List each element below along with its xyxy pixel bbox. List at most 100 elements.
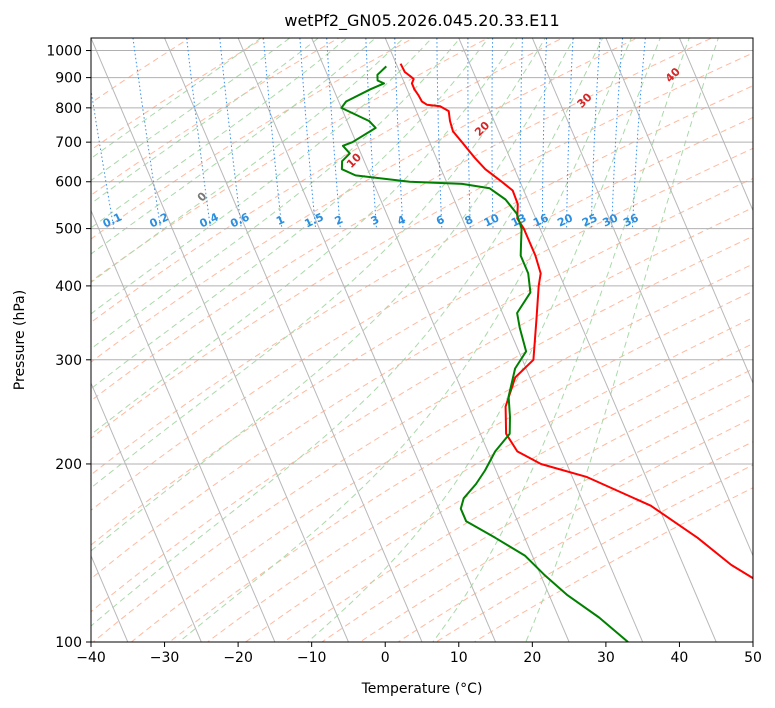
isotherm-line	[91, 381, 202, 642]
mixing-ratio-line	[491, 38, 494, 229]
dry-adiabats	[91, 38, 753, 642]
isobars	[91, 50, 753, 642]
dry-adiabat-line	[91, 177, 753, 580]
dry-adiabat-line	[359, 417, 753, 642]
mixing-ratio-lines	[91, 38, 646, 229]
profile-series	[340, 63, 753, 642]
isotherm-line	[0, 26, 66, 669]
moist-adiabats	[91, 38, 719, 642]
isotherm-line	[91, 209, 276, 642]
mixing-ratio-line	[132, 38, 162, 229]
dry-adiabat-line	[91, 38, 266, 151]
dry-adiabat-line	[91, 147, 753, 546]
dry-adiabat-line	[473, 487, 753, 642]
moist-adiabat-line	[91, 38, 405, 284]
mixing-ratio-label: 0.1	[101, 210, 124, 230]
x-tick-label: 40	[671, 650, 689, 666]
dry-adiabat-line	[91, 85, 753, 476]
y-tick-label: 1000	[46, 44, 82, 60]
mixing-ratio-line	[590, 38, 601, 229]
mixing-ratio-label: 30	[601, 211, 621, 229]
dry-adiabat-line	[91, 38, 639, 363]
moist-adiabat-label: 40	[663, 65, 683, 85]
moist-adiabat-line	[91, 38, 490, 390]
plot-area: 0.10.20.40.611.52346810131620253036-100-…	[0, 26, 753, 669]
mixing-ratio-label: 0.6	[228, 210, 251, 230]
mixing-ratio-line	[299, 38, 317, 229]
isotherm-line	[384, 38, 644, 642]
isotherm-line	[531, 38, 753, 557]
mixing-ratio-line	[467, 38, 471, 229]
dry-adiabat-line	[321, 393, 753, 642]
x-axis-label: Temperature (°C)	[361, 681, 483, 697]
dry-adiabat-line	[206, 317, 753, 642]
isotherm-line	[311, 38, 570, 642]
mixing-ratio-label: 0.4	[197, 210, 220, 230]
isotherm-line	[752, 38, 753, 40]
moist-adiabat-label: 20	[472, 119, 492, 139]
dry-adiabat-line	[91, 38, 564, 323]
mixing-ratio-line	[262, 38, 283, 229]
dry-adiabat-line	[91, 38, 490, 282]
x-tick-label: −10	[297, 650, 327, 666]
mixing-ratio-label: 6	[434, 213, 447, 228]
mixing-ratio-line	[566, 38, 574, 229]
moist-adiabat-line	[91, 38, 604, 627]
moist-adiabat-line	[91, 38, 348, 229]
dry-adiabat-line	[435, 464, 753, 642]
mixing-ratio-line	[631, 38, 646, 229]
y-tick-label: 700	[55, 135, 82, 151]
isotherm-line	[91, 38, 349, 642]
moist-adiabat-line	[91, 38, 546, 489]
mixing-ratio-label: 4	[395, 213, 408, 228]
y-tick-label: 600	[55, 175, 82, 191]
dry-adiabat-line	[397, 441, 753, 642]
dry-adiabat-line	[91, 38, 415, 240]
isotherm-line	[678, 38, 753, 212]
moist-adiabat-line	[178, 38, 632, 642]
moist-adiabat-line	[525, 38, 719, 642]
dry-adiabat-line	[168, 290, 753, 642]
mixing-ratio-line	[326, 38, 341, 229]
mixing-ratio-line	[394, 38, 404, 229]
x-tick-label: 20	[523, 650, 541, 666]
moist-adiabat-line	[91, 38, 433, 315]
temperature-profile-line	[399, 63, 753, 580]
chart-title: wetPf2_GN05.2026.045.20.33.E11	[284, 11, 559, 31]
moist-adiabat-line	[91, 38, 320, 205]
x-tick-label: −40	[76, 650, 106, 666]
y-tick-label: 300	[55, 353, 82, 369]
y-tick-label: 900	[55, 71, 82, 87]
mixing-ratio-label: 16	[531, 211, 551, 229]
mixing-ratio-label: 2	[333, 213, 345, 228]
x-tick-label: 50	[744, 650, 762, 666]
mixing-ratio-line	[91, 87, 115, 229]
dry-adiabat-line	[91, 38, 713, 402]
isotherm-line	[605, 38, 753, 385]
mixing-ratio-label: 1	[274, 213, 286, 228]
y-tick-label: 400	[55, 279, 82, 295]
mixing-ratio-line	[519, 38, 523, 229]
isotherm-line	[91, 554, 129, 642]
moist-adiabat-line	[91, 38, 291, 182]
x-axis: −40 −30 −20 −10 0 10 20 30 40 50	[76, 642, 762, 666]
dry-adiabat-line	[91, 52, 753, 439]
y-axis-label: Pressure (hPa)	[12, 290, 28, 390]
mixing-ratio-label: 25	[580, 211, 599, 229]
mixing-ratio-label: 0.2	[148, 210, 171, 230]
moist-adiabat-line	[91, 38, 518, 436]
mixing-ratio-line	[436, 38, 443, 229]
x-tick-label: 10	[450, 650, 468, 666]
mixing-ratio-label: 3	[369, 213, 381, 228]
dry-adiabat-line	[244, 343, 753, 642]
moist-adiabat-line	[91, 38, 377, 255]
mixing-ratio-label: 10	[482, 211, 502, 229]
moist-adiabat-line	[91, 38, 262, 160]
isotherm-line	[458, 38, 717, 642]
isotherm-line	[164, 38, 423, 642]
x-tick-label: −30	[150, 650, 180, 666]
dry-adiabat-line	[130, 263, 753, 642]
plot-frame	[90, 37, 754, 643]
mixing-ratio-line	[365, 38, 377, 229]
